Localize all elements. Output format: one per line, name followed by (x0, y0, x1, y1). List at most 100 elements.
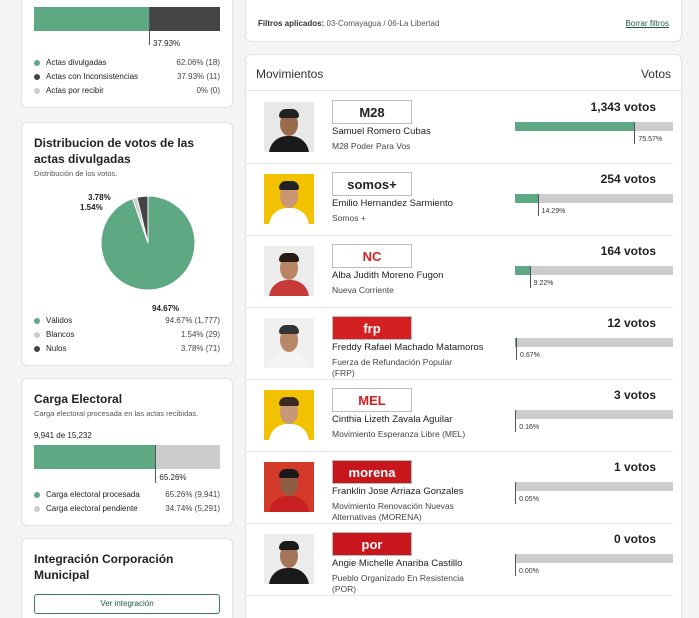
party-logo-text: morena (348, 465, 396, 480)
movimiento-row[interactable]: somos+ Emilio Hernandez Sarmiento Somos + 2… (246, 164, 673, 236)
movimiento-row[interactable]: por Angie Michelle Anariba Castillo Pueblo… (246, 524, 673, 596)
photo-shoulders (269, 352, 309, 368)
distribucion-legend-dot-icon (34, 346, 40, 352)
party-name: Nueva Corriente (332, 285, 394, 295)
vote-count: 1,343 votos (590, 100, 656, 114)
movimiento-row[interactable]: frp Freddy Rafael Machado Matamoros Fuerza… (246, 308, 673, 380)
actas-legend-label: Actas con Inconsistencias (46, 72, 139, 81)
carga-legend-value: 34.74% (5,291) (165, 504, 220, 513)
carga-bar-pct: 65.26% (159, 473, 187, 482)
movimiento-row[interactable]: morena Franklin Jose Arriaza Gonzales Movi… (246, 452, 673, 524)
candidate-name: Freddy Rafael Machado Matamoros (332, 342, 484, 353)
vote-pct: 0.00% (519, 568, 539, 575)
photo-hair (279, 541, 299, 550)
distribucion-legend-value: 94.67% (1,777) (165, 316, 220, 325)
party-name: Pueblo Organizado En Resistencia (POR) (332, 573, 464, 594)
candidate-name: Franklin Jose Arriaza Gonzales (332, 486, 464, 497)
actas-legend-value: 0% (0) (196, 86, 220, 95)
vote-bar-tick (515, 554, 516, 576)
photo-shoulders (269, 496, 309, 512)
actas-bar-tick (149, 7, 150, 45)
distribucion-card: Distribucion de votos de las actas divul… (21, 122, 233, 366)
carga-title: Carga Electoral (34, 392, 123, 406)
vote-pct: 0.16% (519, 424, 540, 431)
distribucion-legend-dot-icon (34, 332, 40, 338)
carga-count: 9,941 de 15,232 (34, 431, 92, 440)
borrar-filtros-link[interactable]: Borrar filtros (625, 19, 669, 28)
candidate-name: Emilio Hernandez Sarmiento (332, 198, 453, 209)
vote-count: 3 votos (613, 388, 656, 402)
votos-header: Votos (640, 67, 671, 81)
distribucion-legend-value: 3.78% (71) (180, 344, 220, 353)
carga-legend-dot-icon (34, 492, 40, 498)
party-logo: morena (332, 460, 412, 484)
distribucion-legend-dot-icon (34, 318, 40, 324)
candidate-photo (264, 318, 314, 368)
vote-bar (515, 410, 673, 419)
distribucion-legend-row: Válidos 94.67% (1,777) (34, 315, 220, 329)
movimientos-card: Movimientos Votos M28 Samuel Romero Cubas… (245, 54, 682, 618)
actas-bar-pct: 37.93% (153, 39, 181, 48)
movimiento-row[interactable]: MEL Cinthia Lizeth Zavala Aguilar Movimien… (246, 380, 673, 452)
ver-integracion-button[interactable]: Ver integración (34, 594, 220, 614)
photo-shoulders (269, 136, 309, 152)
vote-count: 254 votos (600, 172, 656, 186)
vote-bar-fill (515, 266, 530, 275)
vote-bar-tick (537, 194, 539, 216)
vote-count: 1 votos (613, 460, 656, 474)
candidate-name: Alba Judith Moreno Fugon (332, 270, 444, 281)
candidate-photo (264, 462, 314, 512)
photo-shoulders (269, 424, 309, 440)
vote-pct: 0.67% (520, 352, 540, 359)
photo-face (280, 472, 298, 496)
movimiento-row[interactable]: NC Alba Judith Moreno Fugon Nueva Corrient… (246, 236, 673, 308)
photo-shoulders (269, 208, 309, 224)
party-logo: MEL (332, 388, 412, 412)
carga-bar (34, 445, 220, 469)
candidate-name: Cinthia Lizeth Zavala Aguilar (332, 414, 453, 425)
actas-legend-value: 62.06% (18) (176, 58, 220, 67)
party-logo: M28 (332, 100, 412, 124)
party-logo-text: M28 (359, 105, 385, 120)
vote-bar-tick (516, 338, 518, 360)
photo-hair (279, 253, 299, 262)
vote-count: 12 votos (607, 316, 656, 330)
party-logo-text: por (361, 537, 383, 552)
pie-label-validos: 94.67% (152, 304, 180, 313)
vote-bar-tick (515, 482, 517, 504)
party-logo: NC (332, 244, 412, 268)
movimiento-row[interactable]: M28 Samuel Romero Cubas M28 Poder Para Vos… (246, 92, 673, 164)
carga-legend-value: 65.26% (9,941) (165, 490, 220, 499)
actas-bar-divulgadas (34, 7, 150, 31)
distribucion-legend-row: Nulos 3.78% (71) (34, 343, 220, 357)
party-logo: somos+ (332, 172, 412, 196)
filtros-value: 03-Comayagua / 06-La Libertad (326, 19, 440, 28)
photo-hair (279, 325, 299, 334)
distribucion-title: Distribucion de votos de las actas divul… (34, 136, 195, 166)
photo-hair (279, 109, 299, 118)
party-logo-text: NC (362, 249, 382, 264)
pie-slice-nulos (136, 195, 149, 244)
vote-count: 164 votos (600, 244, 656, 258)
filtros-text: Filtros aplicados: 03-Comayagua / 06-La … (258, 19, 439, 28)
party-name: Somos + (332, 213, 366, 223)
carga-bar-tick (155, 445, 157, 483)
actas-legend-value: 37.93% (11) (177, 72, 220, 81)
vote-bar (515, 338, 673, 347)
votes-pie-chart (100, 195, 196, 291)
vote-pct: 14.29% (541, 208, 566, 215)
carga-legend-dot-icon (34, 506, 40, 512)
candidate-name: Angie Michelle Anariba Castillo (332, 558, 463, 569)
party-name: M28 Poder Para Vos (332, 141, 411, 151)
photo-face (280, 184, 298, 208)
actas-legend-dot-icon (34, 60, 40, 66)
carga-legend-row: Carga electoral procesada 65.26% (9,941) (34, 489, 220, 503)
vote-bar-tick (634, 122, 636, 144)
vote-bar (515, 266, 673, 275)
photo-face (280, 112, 298, 136)
party-name: Movimiento Esperanza Libre (MEL) (332, 429, 466, 439)
carga-subtitle: Carga electoral procesada en las actas r… (34, 409, 199, 418)
actas-legend-label: Actas divulgadas (46, 58, 107, 67)
photo-face (280, 400, 298, 424)
actas-bar (34, 7, 220, 31)
